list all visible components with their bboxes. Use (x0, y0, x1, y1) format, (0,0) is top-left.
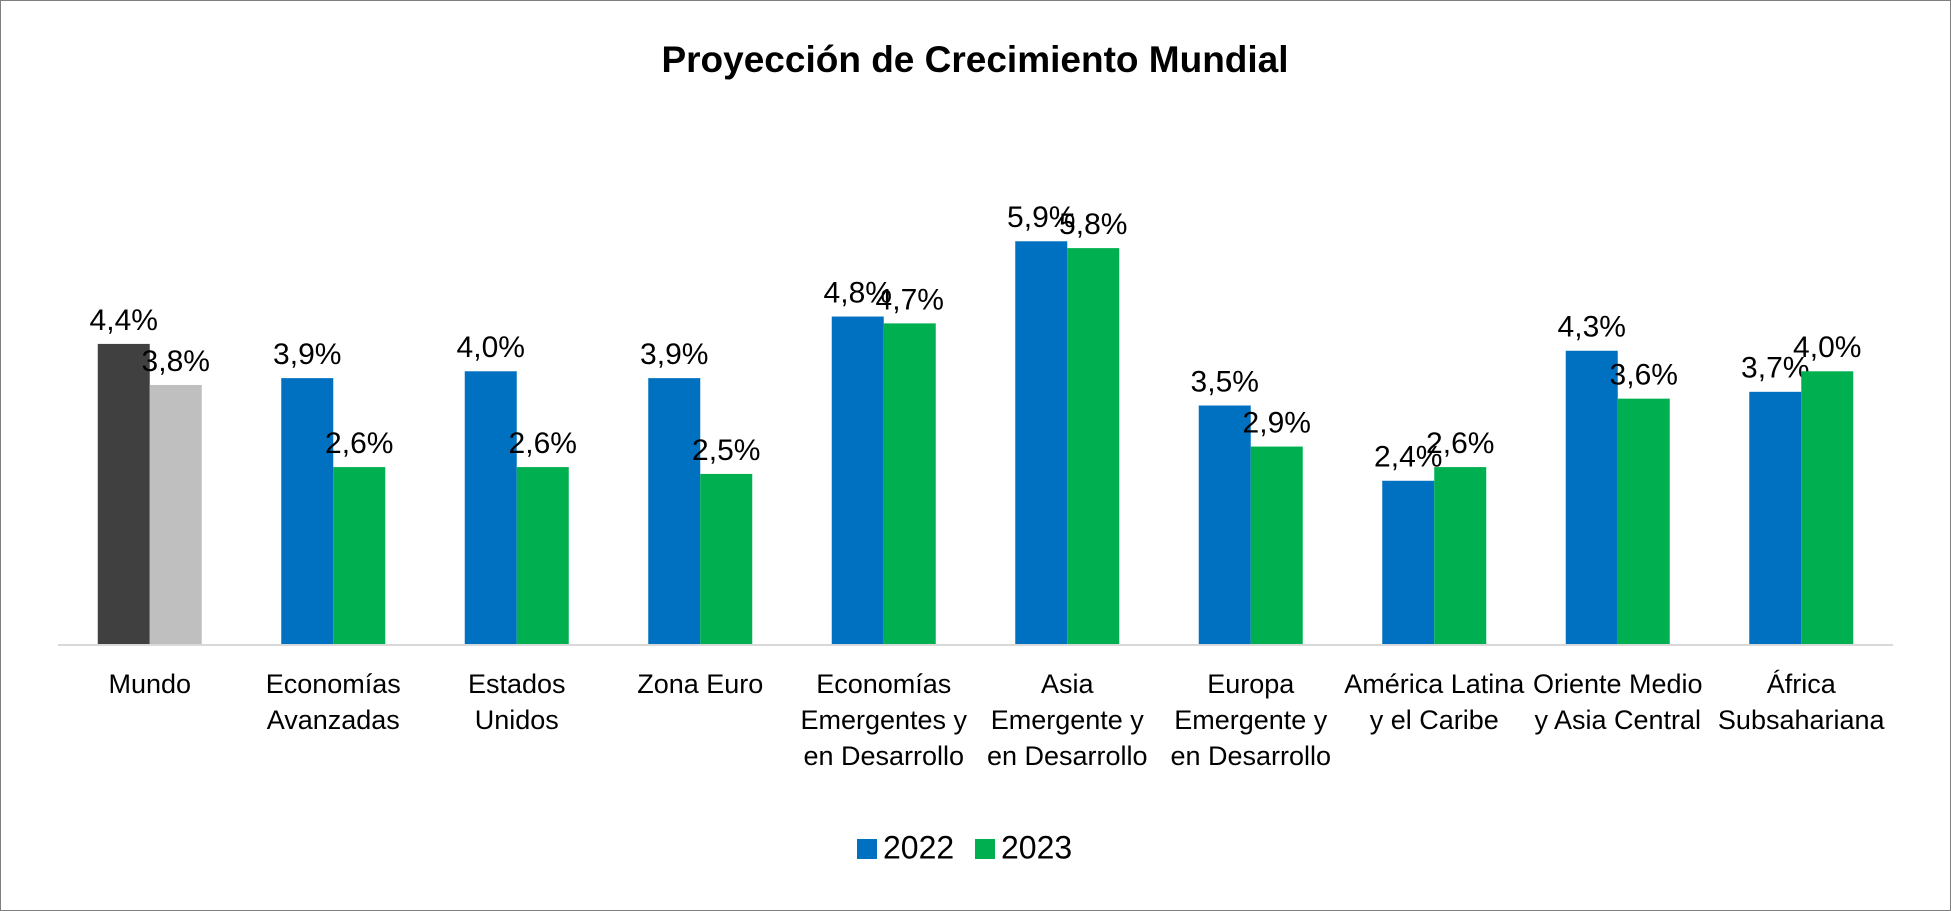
x-tick-label: Zona Euro (637, 669, 764, 699)
value-label: 3,6% (1610, 359, 1678, 392)
value-label: 2,6% (1426, 427, 1494, 460)
x-tick-label: Mundo (108, 669, 192, 699)
value-label: 2,9% (1243, 406, 1311, 439)
bar (97, 343, 150, 645)
bar (516, 467, 569, 645)
bar (883, 323, 936, 645)
value-label: 4,4% (90, 304, 158, 337)
value-label: 2,6% (509, 427, 577, 460)
bar (648, 378, 701, 645)
value-label: 5,9% (1007, 201, 1075, 234)
bar (1617, 398, 1670, 645)
legend-label: 2023 (1001, 829, 1072, 865)
x-tick-label: Oriente Medio y Asia Central (1532, 669, 1703, 735)
value-label: 3,8% (142, 345, 210, 378)
value-label: 3,5% (1191, 365, 1259, 398)
value-label: 5,8% (1059, 208, 1127, 241)
bar (1198, 405, 1251, 645)
value-label: 4,0% (457, 331, 525, 364)
value-label: 2,6% (325, 427, 393, 460)
bar (1749, 391, 1802, 645)
value-label: 4,3% (1558, 311, 1626, 344)
x-tick-label: Economías Avanzadas (265, 669, 401, 735)
bar (333, 467, 386, 645)
legend-swatch (975, 839, 995, 859)
x-tick-label: Asia Emergente y en Desarrollo (986, 669, 1148, 771)
value-label: 2,5% (692, 434, 760, 467)
bar (464, 371, 517, 645)
x-tick-label: América Latina y el Caribe (1344, 669, 1525, 735)
value-label: 3,9% (273, 338, 341, 371)
bar (1801, 371, 1854, 645)
bar (700, 473, 753, 645)
x-tick-label: Estados Unidos (467, 669, 566, 735)
value-label: 3,9% (640, 338, 708, 371)
bar (1565, 350, 1618, 645)
bar (1015, 241, 1068, 645)
x-tick-label: Europa Emergente y en Desarrollo (1170, 669, 1332, 771)
value-label: 4,7% (876, 283, 944, 316)
bar (831, 316, 884, 645)
x-tick-label: Economías Emergentes y en Desarrollo (800, 669, 968, 771)
bar (1434, 467, 1487, 645)
value-label: 4,8% (824, 276, 892, 309)
legend-label: 2022 (883, 829, 954, 865)
x-tick-label: África Subsahariana (1717, 669, 1885, 735)
bar (1067, 248, 1120, 645)
value-label: 3,7% (1741, 352, 1809, 385)
bar (149, 384, 202, 645)
value-label: 2,4% (1374, 441, 1442, 474)
bar (281, 378, 334, 645)
legend-swatch (857, 839, 877, 859)
value-label: 4,0% (1793, 331, 1861, 364)
chart-title: Proyección de Crecimiento Mundial (661, 39, 1288, 80)
bar (1382, 480, 1435, 645)
bar (1250, 446, 1303, 645)
